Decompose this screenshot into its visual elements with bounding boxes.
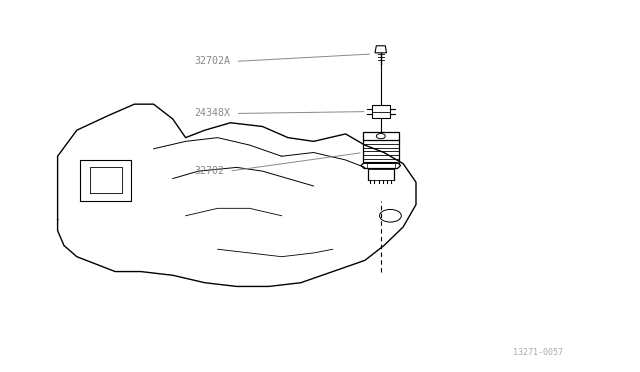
Text: 24348X: 24348X [195, 109, 230, 118]
Text: 32702A: 32702A [195, 57, 230, 66]
Text: 13271-0057: 13271-0057 [513, 348, 563, 357]
Text: 32702: 32702 [194, 166, 224, 176]
